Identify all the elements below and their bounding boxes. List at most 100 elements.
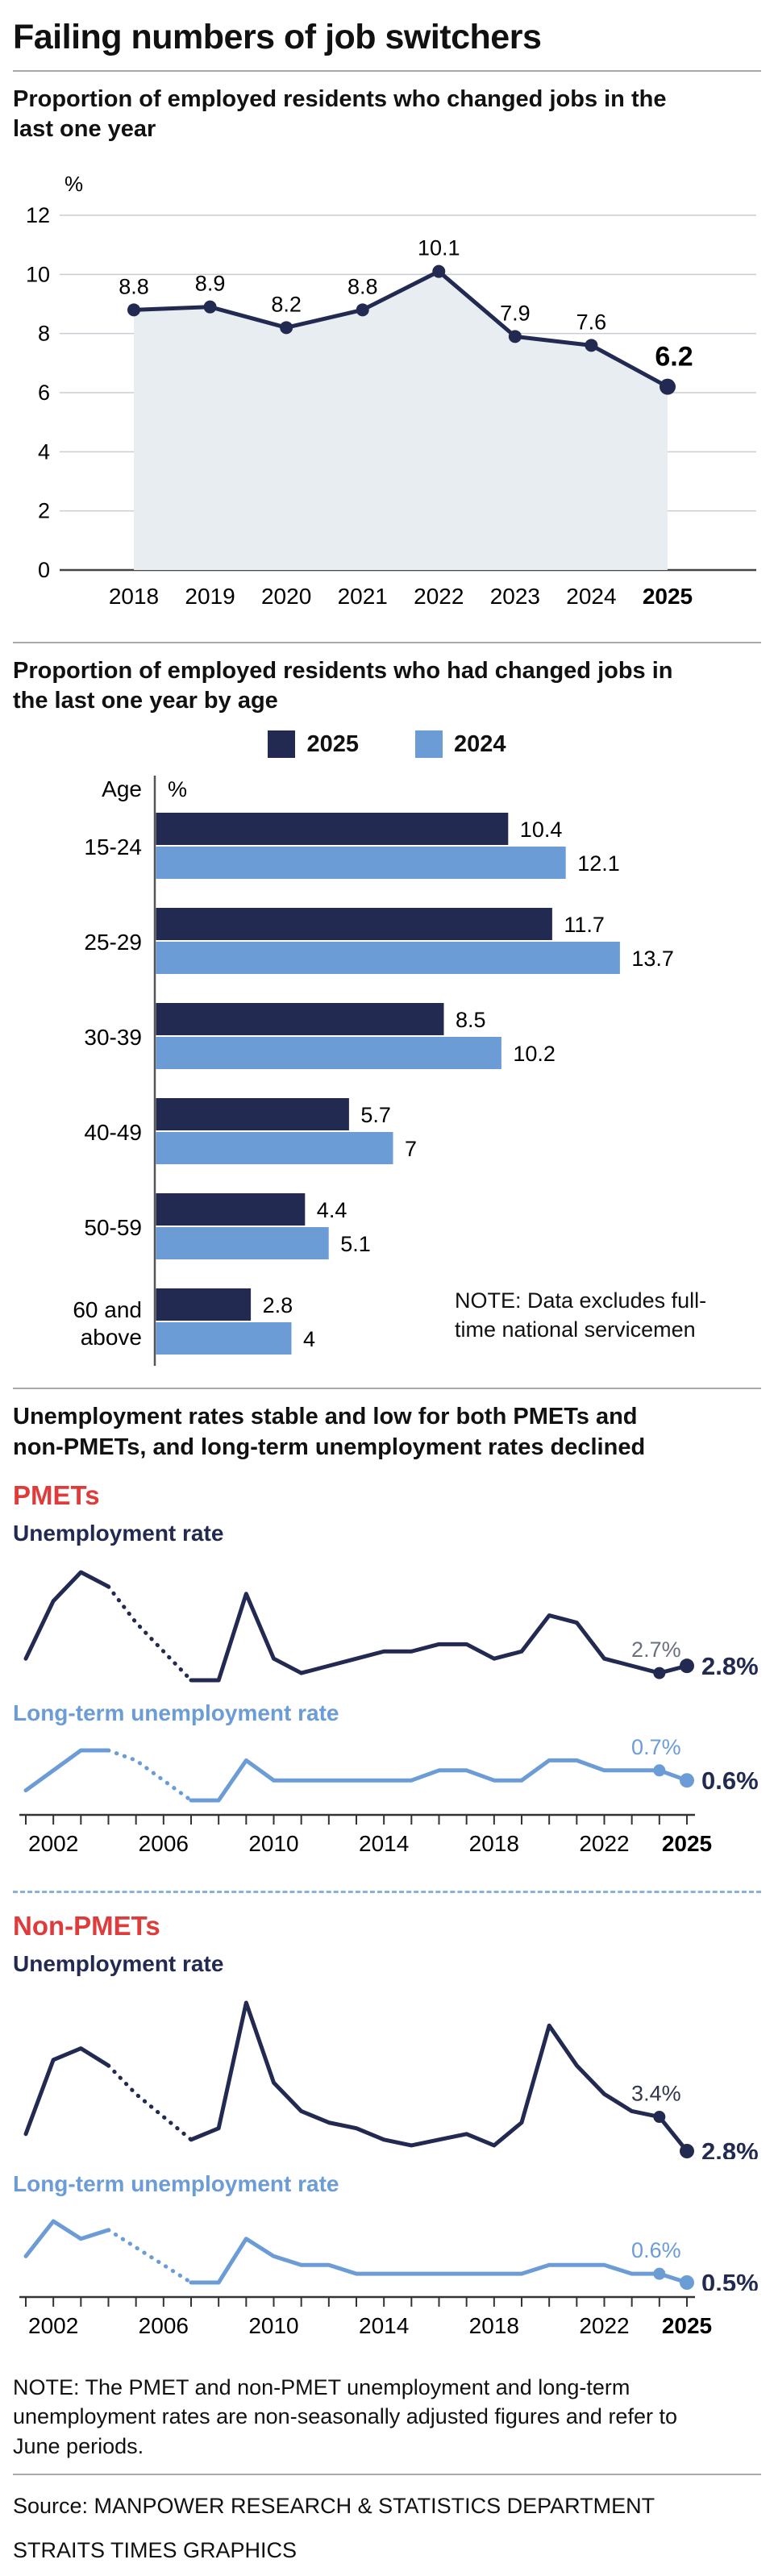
- divider: [13, 642, 761, 644]
- nonpmet-x-axis: 2002 2006 2010 2014 2018 2022 2025: [13, 2295, 761, 2349]
- svg-text:2025: 2025: [662, 2313, 712, 2338]
- pmet-unemployment-label: Unemployment rate: [13, 1520, 224, 1546]
- legend-label-2024: 2024: [454, 730, 506, 757]
- svg-text:4: 4: [303, 1327, 315, 1351]
- legend-item-2025: 2025: [268, 730, 359, 759]
- svg-text:2010: 2010: [248, 1831, 298, 1856]
- svg-text:2002: 2002: [28, 1831, 78, 1856]
- svg-text:2.8%: 2.8%: [701, 2137, 759, 2159]
- svg-text:2014: 2014: [359, 2313, 409, 2338]
- section-unemployment: Unemployment rates stable and low for bo…: [13, 1402, 761, 2461]
- svg-text:3.4%: 3.4%: [631, 2081, 681, 2105]
- pmet-unemployment-line-chart: 2.7% 2.8%: [13, 1550, 761, 1692]
- svg-text:30-39: 30-39: [84, 1025, 142, 1050]
- unemployment-heading: Unemployment rates stable and low for bo…: [13, 1404, 646, 1460]
- svg-text:5.7: 5.7: [360, 1103, 391, 1127]
- pmet-longterm-label: Long-term unemployment rate: [13, 1700, 339, 1725]
- source-line-2: STRAITS TIMES GRAPHICS: [13, 2537, 298, 2562]
- svg-text:12: 12: [26, 203, 50, 227]
- svg-text:Age: Age: [102, 776, 142, 801]
- svg-text:2024: 2024: [566, 584, 616, 609]
- svg-text:11.7: 11.7: [564, 913, 605, 937]
- svg-text:8.8: 8.8: [347, 275, 378, 299]
- legend-label-2025: 2025: [306, 730, 359, 757]
- svg-text:2.8: 2.8: [263, 1293, 293, 1317]
- dashed-divider: [13, 1890, 761, 1893]
- svg-text:12.1: 12.1: [577, 851, 620, 876]
- svg-text:10.2: 10.2: [513, 1042, 556, 1066]
- pmet-x-axis: 2002 2006 2010 2014 2018 2022 2025: [13, 1812, 761, 1866]
- svg-text:2006: 2006: [139, 2313, 189, 2338]
- svg-text:2018: 2018: [469, 1831, 519, 1856]
- svg-text:10.4: 10.4: [520, 818, 563, 842]
- source-line-1: Source: MANPOWER RESEARCH & STATISTICS D…: [13, 2493, 655, 2518]
- svg-text:2022: 2022: [414, 584, 464, 609]
- pmet-longterm-line-chart: 0.7% 0.6%: [13, 1728, 761, 1812]
- svg-text:7.6: 7.6: [576, 310, 607, 335]
- svg-text:0.5%: 0.5%: [701, 2269, 759, 2291]
- svg-text:7: 7: [405, 1137, 417, 1161]
- legend-swatch-2024: [415, 730, 443, 759]
- section-by-age: Proportion of employed residents who had…: [13, 656, 761, 1375]
- divider: [13, 70, 761, 72]
- svg-text:40-49: 40-49: [84, 1120, 142, 1145]
- nonpmet-longterm-line-chart: 0.6% 0.5%: [13, 2199, 761, 2297]
- svg-text:5.1: 5.1: [340, 1232, 371, 1256]
- svg-text:%: %: [168, 777, 187, 801]
- by-age-bar-chart: Age% 15-24 10.4 12.1 25-29 11.7 13.7 30-39 8.5 10…: [13, 769, 761, 1375]
- svg-text:2020: 2020: [261, 584, 311, 609]
- chart1-subtitle: Proportion of employed residents who cha…: [13, 86, 667, 143]
- svg-text:%: %: [64, 172, 83, 196]
- svg-text:0: 0: [38, 558, 50, 582]
- svg-text:10: 10: [26, 263, 50, 287]
- svg-text:2019: 2019: [185, 584, 235, 609]
- svg-text:2: 2: [38, 499, 50, 523]
- nonpmet-longterm-label: Long-term unemployment rate: [13, 2170, 339, 2196]
- svg-text:2.7%: 2.7%: [631, 1638, 681, 1662]
- svg-text:2.8%: 2.8%: [701, 1652, 759, 1680]
- pmet-heading: PMETs: [13, 1479, 100, 1510]
- legend-item-2024: 2024: [415, 730, 506, 759]
- svg-text:8.5: 8.5: [456, 1008, 486, 1032]
- svg-text:2014: 2014: [359, 1831, 409, 1856]
- svg-text:2006: 2006: [139, 1831, 189, 1856]
- svg-text:2018: 2018: [469, 2313, 519, 2338]
- svg-text:2025: 2025: [662, 1831, 712, 1856]
- svg-text:0.6%: 0.6%: [631, 2238, 681, 2262]
- svg-text:6: 6: [38, 381, 50, 405]
- bar-chart-note: NOTE: Data excludes full-time national s…: [455, 1288, 707, 1342]
- job-switchers-area-chart: 0 2 4 6 8 10 12% 8.8 8.9 8.2 8.8 10.1 7.9 7.6 6.2 2018 2…: [13, 159, 761, 629]
- by-age-bars: Age% 15-24 10.4 12.1 25-29 11.7 13.7 30-39 8.5 10…: [13, 769, 761, 1375]
- svg-text:2022: 2022: [579, 2313, 629, 2338]
- svg-text:0.7%: 0.7%: [631, 1734, 681, 1758]
- nonpmet-unemployment-line-chart: 3.4% 2.8%: [13, 1980, 761, 2166]
- svg-text:2022: 2022: [579, 1831, 629, 1856]
- svg-text:60 and: 60 and: [73, 1297, 142, 1322]
- nonpmet-unemployment-label: Unemployment rate: [13, 1950, 224, 1976]
- legend-swatch-2025: [268, 730, 296, 759]
- svg-text:above: above: [81, 1325, 142, 1350]
- chart2-subtitle: Proportion of employed residents who had…: [13, 658, 673, 714]
- svg-text:13.7: 13.7: [631, 947, 674, 971]
- divider: [13, 1388, 761, 1390]
- chart-legend: 2025 2024: [13, 730, 761, 759]
- svg-text:2025: 2025: [643, 584, 693, 609]
- svg-text:4: 4: [38, 440, 50, 464]
- svg-text:50-59: 50-59: [84, 1215, 142, 1240]
- svg-text:8: 8: [38, 322, 50, 346]
- svg-text:2002: 2002: [28, 2313, 78, 2338]
- svg-text:0.6%: 0.6%: [701, 1767, 759, 1795]
- section-job-switchers: Proportion of employed residents who cha…: [13, 85, 761, 629]
- svg-text:10.1: 10.1: [418, 236, 460, 260]
- divider: [13, 2473, 761, 2475]
- svg-text:25-29: 25-29: [84, 930, 142, 955]
- svg-text:7.9: 7.9: [500, 302, 531, 326]
- svg-text:8.9: 8.9: [195, 272, 226, 296]
- svg-text:2010: 2010: [248, 2313, 298, 2338]
- svg-text:4.4: 4.4: [317, 1198, 347, 1222]
- page-title: Failing numbers of job switchers: [13, 18, 542, 56]
- nonpmet-heading: Non-PMETs: [13, 1910, 160, 1941]
- svg-text:2018: 2018: [109, 584, 159, 609]
- svg-text:2023: 2023: [490, 584, 540, 609]
